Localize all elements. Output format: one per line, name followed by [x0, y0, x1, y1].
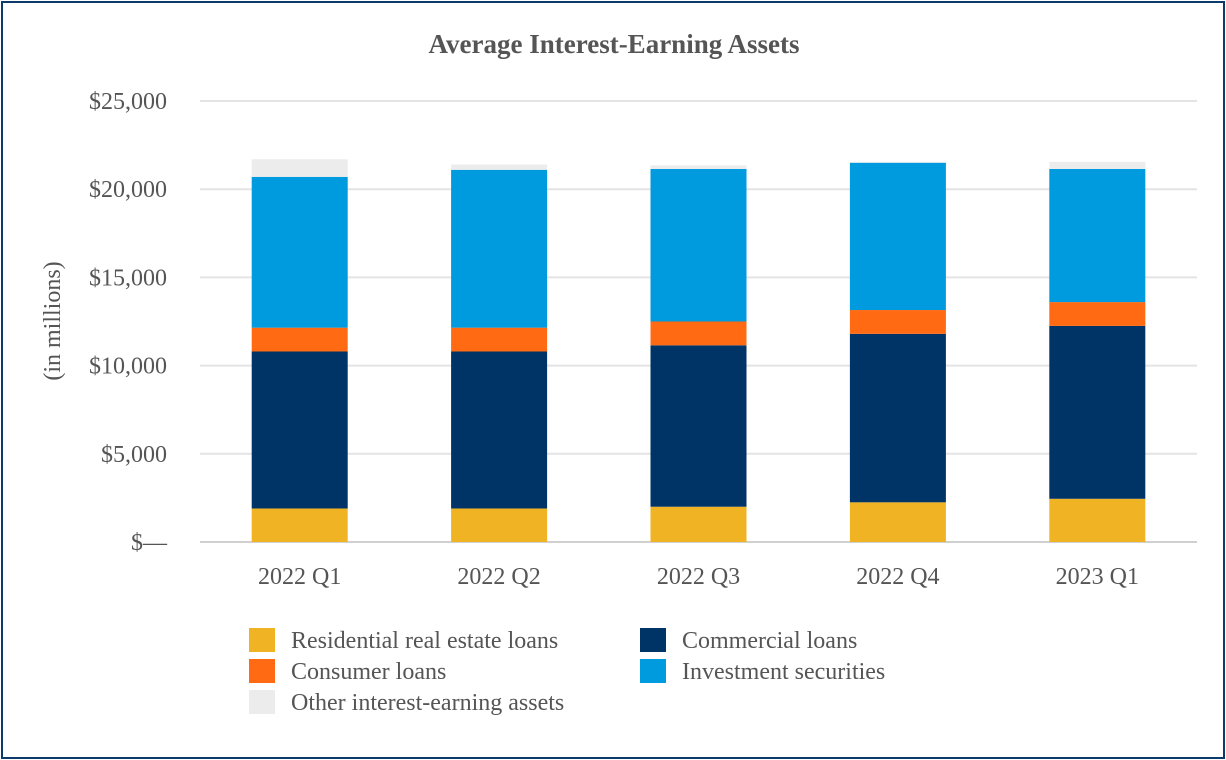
legend: Residential real estate loans Commercial … [249, 628, 885, 716]
legend-label: Investment securities [682, 659, 885, 685]
bar-segment-residential-real-estate-loans [849, 502, 946, 542]
legend-swatch [640, 659, 666, 683]
y-tick-label: $25,000 [89, 89, 167, 115]
x-tick-label: 2022 Q2 [457, 564, 540, 590]
y-tick-label: $15,000 [89, 265, 167, 291]
y-axis-label: (in millions) [40, 261, 66, 380]
bar-segment-consumer-loans [1049, 302, 1146, 326]
legend-label: Other interest-earning assets [291, 690, 564, 716]
bar-segment-consumer-loans [451, 327, 548, 352]
bar-segment-commercial-loans [1049, 325, 1146, 499]
y-axis-ticks: $— $5,000 $10,000 $15,000 $20,000 $25,000 [89, 89, 168, 556]
bar-segment-consumer-loans [251, 327, 348, 352]
x-tick-label: 2022 Q3 [657, 564, 740, 590]
bar-segment-commercial-loans [650, 345, 747, 507]
bar-segment-residential-real-estate-loans [451, 508, 548, 542]
chart: Average Interest-Earning Assets (in mill… [40, 29, 1197, 716]
y-tick-label: $10,000 [89, 354, 167, 380]
y-tick-label: $20,000 [89, 177, 167, 203]
bar-segment-residential-real-estate-loans [251, 508, 348, 542]
bar-segment-investment-securities [451, 169, 548, 328]
bar-segment-commercial-loans [251, 351, 348, 509]
bar-segment-consumer-loans [849, 310, 946, 334]
bar-segment-investment-securities [251, 176, 348, 328]
bar-segment-commercial-loans [451, 351, 548, 509]
y-tick-label: $— [131, 530, 168, 556]
bar-segment-other-interest-earning-assets [1049, 161, 1146, 169]
x-axis-ticks: 2022 Q1 2022 Q2 2022 Q3 2022 Q4 2023 Q1 [258, 564, 1139, 590]
legend-label: Commercial loans [682, 628, 857, 654]
legend-swatch [249, 659, 275, 683]
bars [251, 159, 1146, 542]
y-tick-label: $5,000 [101, 442, 167, 468]
bar-segment-commercial-loans [849, 333, 946, 503]
x-tick-label: 2022 Q1 [258, 564, 341, 590]
legend-label: Consumer loans [291, 659, 446, 685]
bar-segment-residential-real-estate-loans [650, 506, 747, 542]
chart-title: Average Interest-Earning Assets [429, 29, 800, 59]
x-tick-label: 2022 Q4 [856, 564, 939, 590]
bar-segment-residential-real-estate-loans [1049, 498, 1146, 542]
bar-segment-investment-securities [650, 168, 747, 322]
legend-swatch [249, 690, 275, 714]
bar-segment-other-interest-earning-assets [650, 165, 747, 169]
bar-segment-other-interest-earning-assets [849, 161, 946, 163]
x-tick-label: 2023 Q1 [1056, 564, 1139, 590]
bar-segment-investment-securities [1049, 168, 1146, 303]
legend-swatch [249, 628, 275, 652]
bar-segment-other-interest-earning-assets [451, 164, 548, 170]
bar-segment-consumer-loans [650, 321, 747, 346]
bar-segment-other-interest-earning-assets [251, 159, 348, 177]
legend-swatch [640, 628, 666, 652]
legend-label: Residential real estate loans [291, 628, 558, 654]
bar-segment-investment-securities [849, 162, 946, 311]
